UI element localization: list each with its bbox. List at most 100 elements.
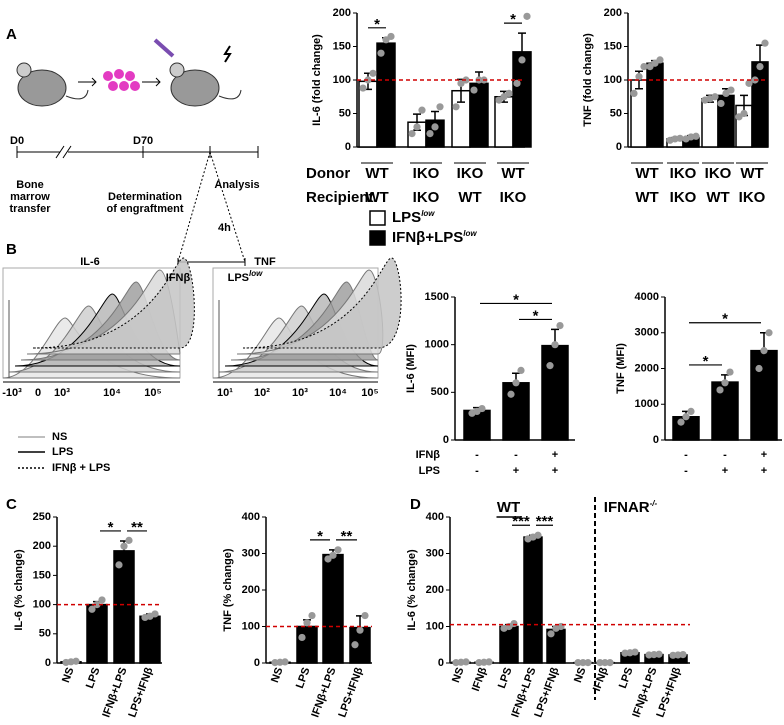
legend-swatch bbox=[369, 210, 386, 226]
flow-tick-label: 10² bbox=[254, 387, 270, 399]
significance-label: ** bbox=[131, 519, 143, 536]
timeline-break bbox=[55, 145, 72, 159]
category-label: IKO bbox=[705, 165, 732, 182]
data-point bbox=[351, 641, 359, 649]
bar bbox=[541, 344, 569, 441]
flow-tick-label: 10⁴ bbox=[329, 387, 347, 399]
category-label: WT bbox=[740, 165, 763, 182]
y-axis-label: TNF (MFI) bbox=[615, 343, 627, 394]
condition-label: - bbox=[684, 449, 688, 461]
stage-label: marrow bbox=[10, 191, 50, 203]
y-tick-label: 200 bbox=[33, 540, 51, 552]
legend-label: IFNβ + LPS bbox=[52, 462, 110, 474]
y-tick-label: 1000 bbox=[635, 398, 659, 410]
data-point bbox=[676, 134, 684, 142]
cell bbox=[103, 71, 113, 81]
data-point bbox=[630, 89, 638, 97]
bar bbox=[701, 98, 719, 148]
category-label: IKO bbox=[739, 189, 766, 206]
data-point bbox=[329, 551, 337, 559]
flow-title: TNF bbox=[254, 256, 276, 268]
data-point bbox=[426, 130, 434, 138]
significance-label: * bbox=[510, 11, 516, 28]
data-point bbox=[534, 531, 542, 539]
data-point bbox=[88, 605, 96, 613]
panel-label: B bbox=[6, 241, 17, 258]
x-tick-label: NS bbox=[269, 666, 286, 684]
y-tick-label: 0 bbox=[345, 141, 351, 153]
data-point bbox=[452, 103, 460, 111]
y-tick-label: 100 bbox=[33, 599, 51, 611]
cell bbox=[125, 71, 135, 81]
y-tick-label: 500 bbox=[431, 386, 449, 398]
y-axis-label: TNF (% change) bbox=[222, 548, 234, 631]
panel-label: A bbox=[6, 26, 17, 43]
y-tick-label: 200 bbox=[242, 584, 260, 596]
row-label: IFNβ bbox=[416, 449, 441, 461]
data-point bbox=[512, 379, 520, 387]
data-point bbox=[505, 89, 513, 97]
mouse-ear bbox=[169, 62, 185, 78]
y-tick-label: 0 bbox=[254, 657, 260, 669]
data-point bbox=[334, 546, 342, 554]
flow-title: IL-6 bbox=[80, 256, 100, 268]
data-point bbox=[745, 79, 753, 87]
flow-histogram bbox=[242, 257, 402, 349]
data-point bbox=[601, 659, 609, 667]
timepoint: D0 bbox=[10, 135, 24, 147]
condition-label: + bbox=[552, 465, 558, 477]
y-tick-label: 0 bbox=[616, 141, 622, 153]
data-point bbox=[716, 386, 724, 394]
significance-label: * bbox=[317, 528, 323, 545]
condition-label: + bbox=[761, 449, 767, 461]
interval-label: 4h bbox=[218, 222, 231, 234]
data-point bbox=[579, 659, 587, 667]
data-point bbox=[692, 132, 700, 140]
y-tick-label: 300 bbox=[242, 547, 260, 559]
y-tick-label: 1500 bbox=[425, 291, 449, 303]
y-tick-label: 2000 bbox=[635, 362, 659, 374]
condition-label: + bbox=[722, 465, 728, 477]
y-tick-label: 250 bbox=[33, 511, 51, 523]
x-tick-label: NS bbox=[450, 666, 467, 684]
data-point bbox=[72, 657, 80, 665]
y-tick-label: 1000 bbox=[425, 339, 449, 351]
data-point bbox=[513, 79, 521, 87]
y-tick-label: 100 bbox=[242, 620, 260, 632]
y-axis-label: TNF (fold change) bbox=[582, 33, 594, 127]
data-point bbox=[462, 658, 470, 666]
stage-label: Determination bbox=[108, 191, 182, 203]
flow-tick-label: 0 bbox=[35, 387, 41, 399]
data-point bbox=[584, 659, 592, 667]
data-point bbox=[510, 619, 518, 628]
cell bbox=[119, 81, 129, 91]
treatment-label-main: LPS bbox=[228, 272, 249, 284]
y-tick-label: 100 bbox=[426, 620, 444, 632]
group-label: WT bbox=[497, 499, 520, 516]
data-point bbox=[359, 84, 367, 92]
y-tick-label: 150 bbox=[33, 569, 51, 581]
data-point bbox=[324, 555, 332, 563]
y-tick-label: 0 bbox=[438, 657, 444, 669]
group-label-sup: -/- bbox=[650, 499, 658, 508]
data-point bbox=[523, 12, 531, 20]
bar bbox=[646, 62, 664, 148]
data-point bbox=[765, 329, 773, 337]
data-point bbox=[547, 630, 555, 638]
data-point bbox=[478, 404, 486, 413]
data-point bbox=[518, 56, 526, 64]
data-point bbox=[726, 368, 734, 376]
mouse-tail bbox=[65, 89, 89, 100]
x-tick-label: NS bbox=[572, 666, 589, 684]
significance-label: * bbox=[533, 307, 539, 324]
x-tick-label: LPS+IFNβ bbox=[126, 666, 155, 719]
bar bbox=[322, 553, 344, 664]
stage-label: of engraftment bbox=[107, 203, 184, 215]
category-label: IKO bbox=[413, 165, 440, 182]
mouse-body bbox=[170, 69, 220, 107]
data-point bbox=[308, 611, 316, 620]
legend-label: IFNβ+LPSlow bbox=[392, 229, 477, 246]
bar bbox=[711, 381, 739, 441]
data-point bbox=[640, 63, 648, 71]
x-tick-label: IFNβ+LPS bbox=[100, 666, 129, 719]
